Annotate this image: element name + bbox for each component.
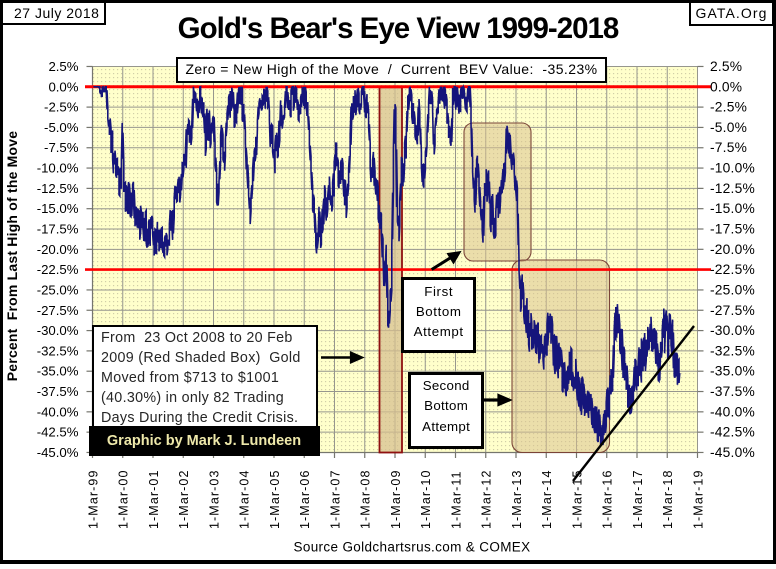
svg-text:-30.0%: -30.0% bbox=[37, 323, 79, 338]
svg-text:1-Mar-03: 1-Mar-03 bbox=[207, 469, 221, 529]
svg-text:-22.5%: -22.5% bbox=[710, 262, 755, 277]
svg-text:1-Mar-18: 1-Mar-18 bbox=[661, 469, 675, 529]
svg-text:-30.0%: -30.0% bbox=[710, 323, 755, 338]
svg-text:-17.5%: -17.5% bbox=[37, 222, 79, 237]
svg-text:-32.5%: -32.5% bbox=[37, 343, 79, 358]
svg-text:2.5%: 2.5% bbox=[48, 59, 78, 74]
svg-text:-12.5%: -12.5% bbox=[710, 181, 755, 196]
svg-text:-27.5%: -27.5% bbox=[710, 303, 755, 318]
svg-text:1-Mar-12: 1-Mar-12 bbox=[480, 469, 494, 529]
svg-text:1-Mar-14: 1-Mar-14 bbox=[540, 469, 554, 529]
svg-text:-22.5%: -22.5% bbox=[37, 262, 79, 277]
svg-text:-2.5%: -2.5% bbox=[44, 100, 79, 115]
svg-text:-32.5%: -32.5% bbox=[710, 343, 755, 358]
svg-text:-42.5%: -42.5% bbox=[37, 425, 79, 440]
svg-text:1-Mar-04: 1-Mar-04 bbox=[238, 469, 252, 529]
svg-text:0.0%: 0.0% bbox=[48, 79, 78, 94]
svg-text:-7.5%: -7.5% bbox=[44, 140, 79, 155]
svg-text:-42.5%: -42.5% bbox=[710, 425, 755, 440]
svg-text:1-Mar-15: 1-Mar-15 bbox=[570, 469, 584, 529]
svg-text:1-Mar-13: 1-Mar-13 bbox=[510, 469, 524, 529]
svg-text:-45.0%: -45.0% bbox=[710, 445, 755, 460]
svg-text:1-Mar-09: 1-Mar-09 bbox=[389, 469, 403, 529]
svg-text:-5.0%: -5.0% bbox=[44, 120, 79, 135]
svg-text:1-Mar-07: 1-Mar-07 bbox=[328, 469, 342, 529]
svg-text:-7.5%: -7.5% bbox=[710, 140, 747, 155]
svg-text:1-Mar-11: 1-Mar-11 bbox=[449, 470, 463, 529]
svg-text:-37.5%: -37.5% bbox=[37, 384, 79, 399]
svg-text:Source Goldchartsrus.com & COM: Source Goldchartsrus.com & COMEX bbox=[293, 540, 530, 555]
svg-text:1-Mar-06: 1-Mar-06 bbox=[298, 469, 312, 529]
svg-text:-40.0%: -40.0% bbox=[710, 404, 755, 419]
svg-text:1-Mar-05: 1-Mar-05 bbox=[268, 469, 282, 529]
svg-text:-35.0%: -35.0% bbox=[710, 364, 755, 379]
svg-text:1-Mar-19: 1-Mar-19 bbox=[691, 469, 705, 529]
svg-text:-25.0%: -25.0% bbox=[37, 282, 79, 297]
svg-text:-10.0%: -10.0% bbox=[37, 161, 79, 176]
svg-text:1-Mar-00: 1-Mar-00 bbox=[117, 469, 131, 529]
svg-text:-37.5%: -37.5% bbox=[710, 384, 755, 399]
svg-text:-27.5%: -27.5% bbox=[37, 303, 79, 318]
svg-text:-25.0%: -25.0% bbox=[710, 282, 755, 297]
svg-text:-45.0%: -45.0% bbox=[37, 445, 79, 460]
svg-text:0.0%: 0.0% bbox=[710, 79, 742, 94]
svg-text:-15.0%: -15.0% bbox=[710, 201, 755, 216]
svg-text:1-Mar-01: 1-Mar-01 bbox=[147, 469, 161, 529]
svg-text:-20.0%: -20.0% bbox=[37, 242, 79, 257]
svg-text:1-Mar-10: 1-Mar-10 bbox=[419, 469, 433, 529]
svg-text:1-Mar-02: 1-Mar-02 bbox=[177, 469, 191, 529]
svg-text:1-Mar-16: 1-Mar-16 bbox=[601, 469, 615, 529]
svg-text:1-Mar-99: 1-Mar-99 bbox=[86, 469, 100, 529]
svg-text:-40.0%: -40.0% bbox=[37, 404, 79, 419]
svg-text:-15.0%: -15.0% bbox=[37, 201, 79, 216]
svg-text:Percent From Last High of the: Percent From Last High of the Move bbox=[4, 131, 20, 381]
svg-text:-2.5%: -2.5% bbox=[710, 100, 747, 115]
svg-text:-12.5%: -12.5% bbox=[37, 181, 79, 196]
svg-text:-35.0%: -35.0% bbox=[37, 364, 79, 379]
svg-text:-17.5%: -17.5% bbox=[710, 222, 755, 237]
svg-text:-20.0%: -20.0% bbox=[710, 242, 755, 257]
svg-text:-10.0%: -10.0% bbox=[710, 161, 755, 176]
svg-text:2.5%: 2.5% bbox=[710, 59, 742, 74]
svg-text:1-Mar-08: 1-Mar-08 bbox=[359, 469, 373, 529]
svg-text:-5.0%: -5.0% bbox=[710, 120, 747, 135]
svg-text:1-Mar-17: 1-Mar-17 bbox=[631, 469, 645, 529]
